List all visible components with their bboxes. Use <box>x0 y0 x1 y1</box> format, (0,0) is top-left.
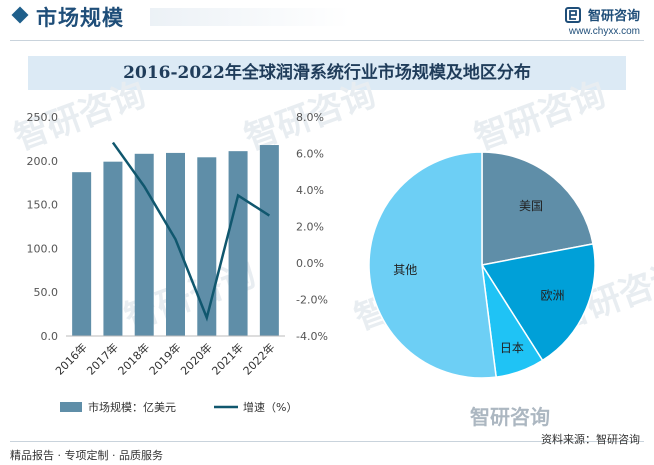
right-tick-label: 8.0% <box>296 111 324 124</box>
bar <box>228 151 248 336</box>
chart-title: 2016-2022年全球润滑系统行业市场规模及地区分布 <box>28 56 626 90</box>
x-tick-label: 2021年 <box>209 340 246 377</box>
footer-logo: 智研咨询 <box>470 405 550 429</box>
bar <box>72 172 92 336</box>
left-axis-ticks: 250.0 200.0 150.0 100.0 50.0 0.0 <box>27 111 59 343</box>
bar <box>166 152 185 336</box>
right-tick-label: 0.0% <box>296 257 324 270</box>
left-tick-label: 150.0 <box>27 199 59 212</box>
pie-label: 美国 <box>519 199 543 213</box>
title-fade <box>150 8 350 26</box>
left-tick-label: 0.0 <box>41 330 59 343</box>
pie-slice <box>481 151 594 266</box>
logo-icon <box>564 6 581 23</box>
footer-slogan: 精品报告 · 专项定制 · 品质服务 <box>10 449 163 462</box>
x-tick-label: 2020年 <box>177 340 214 377</box>
x-tick-label: 2022年 <box>240 340 277 377</box>
footer: 智研咨询 精品报告 · 专项定制 · 品质服务 资料来源：智研咨询 <box>0 405 654 465</box>
brand-logo: 智研咨询 <box>564 4 640 24</box>
right-tick-label: -4.0% <box>296 330 328 343</box>
pie-slice <box>368 151 498 379</box>
header: 市场规模 智研咨询 www.chyxx.com <box>0 0 654 40</box>
growth-line <box>111 141 271 322</box>
footer-source: 资料来源：智研咨询 <box>541 433 640 446</box>
pie-label: 其他 <box>393 263 417 277</box>
bar <box>103 161 123 336</box>
logo-name: 智研咨询 <box>587 9 640 24</box>
right-axis-ticks: 8.0% 6.0% 4.0% 2.0% 0.0% -2.0% -4.0% <box>296 111 328 343</box>
right-tick-label: 2.0% <box>296 221 324 234</box>
pie-label: 日本 <box>500 341 524 355</box>
footer-divider <box>10 441 644 442</box>
legend-label-line: 增速（%） <box>243 400 297 414</box>
left-tick-label: 200.0 <box>27 155 59 168</box>
right-tick-label: 6.0% <box>296 148 324 161</box>
pie-chart <box>368 151 596 379</box>
bar <box>197 157 217 336</box>
pie-label: 欧洲 <box>541 289 565 303</box>
logo-url: www.chyxx.com <box>568 26 640 37</box>
legend-swatch-bar <box>60 402 82 412</box>
left-tick-label: 50.0 <box>34 286 59 299</box>
header-divider <box>10 40 644 41</box>
section-title: 市场规模 <box>36 6 124 30</box>
left-tick-label: 100.0 <box>27 242 59 255</box>
x-tick-label: 2017年 <box>84 340 121 377</box>
bar <box>134 153 154 336</box>
x-tick-label: 2016年 <box>52 340 89 377</box>
pie-slice <box>480 242 596 362</box>
right-tick-label: -2.0% <box>296 294 328 307</box>
legend: 市场规模：亿美元 增速（%） <box>60 400 297 414</box>
watermark-text: 智研咨询 <box>469 74 610 158</box>
right-tick-label: 4.0% <box>296 184 324 197</box>
x-tick-label: 2018年 <box>115 340 152 377</box>
x-tick-label: 2019年 <box>146 340 183 377</box>
bar-series <box>72 145 279 336</box>
bar <box>259 145 279 336</box>
left-tick-label: 250.0 <box>27 111 59 124</box>
legend-label-bar: 市场规模：亿美元 <box>88 400 176 414</box>
